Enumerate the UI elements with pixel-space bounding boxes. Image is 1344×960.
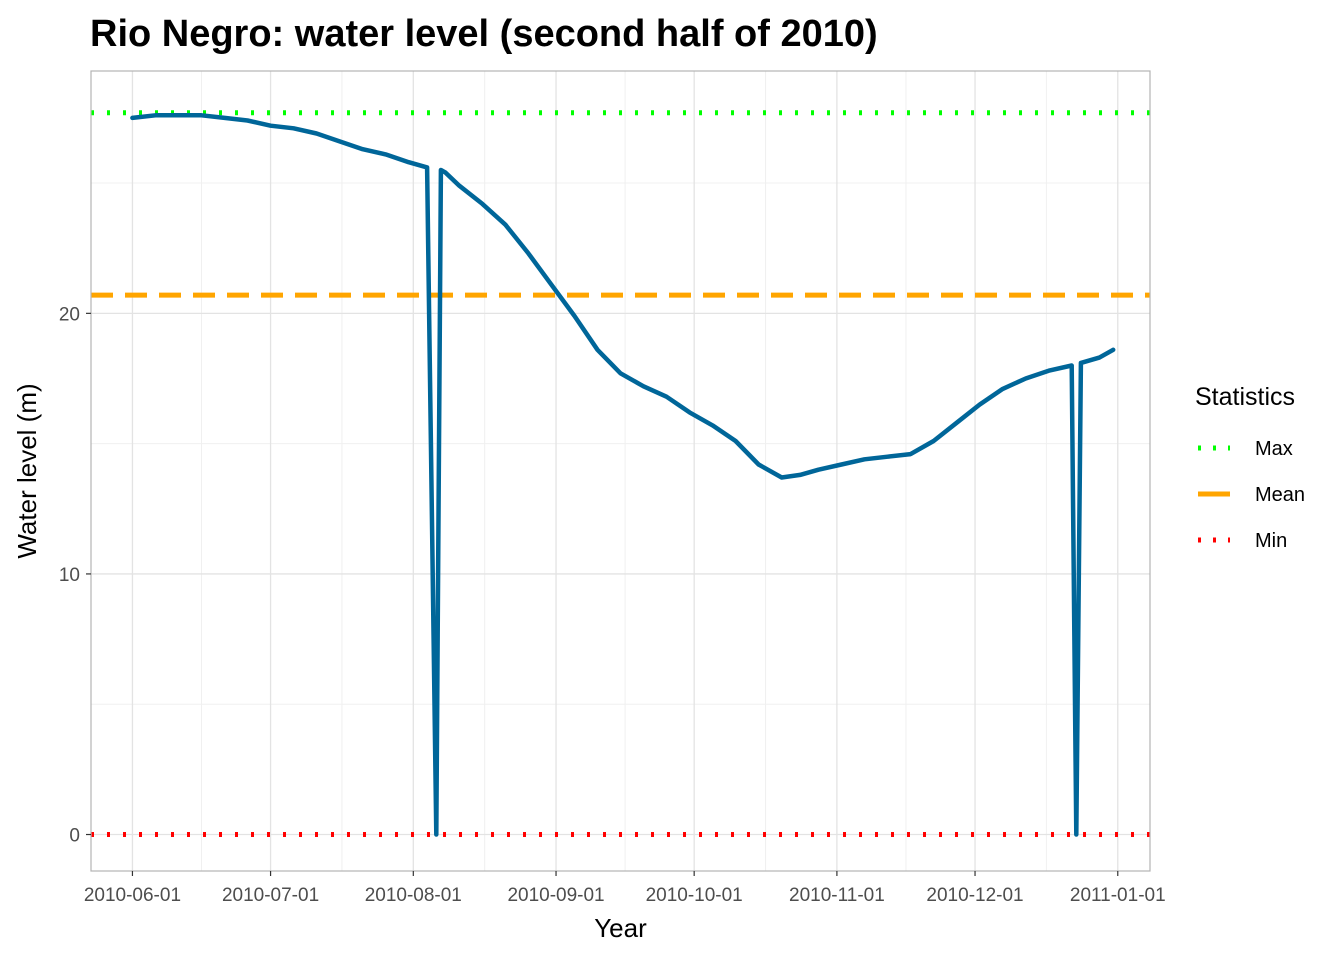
gridlines: [91, 71, 1150, 871]
legend-title: Statistics: [1195, 383, 1295, 411]
y-tick-label: 20: [59, 304, 80, 325]
legend: Statistics Max Mean Min: [1195, 383, 1305, 552]
x-axis-title: Year: [594, 913, 647, 943]
y-tick-label: 10: [59, 565, 80, 586]
y-axis-title: Water level (m): [12, 383, 42, 558]
x-tick-label: 2010-12-01: [926, 885, 1023, 906]
series-layer: [130, 113, 1116, 837]
y-tick-label: 0: [69, 826, 80, 847]
x-tick-label: 2010-10-01: [646, 885, 743, 906]
legend-label-max: Max: [1255, 438, 1293, 460]
chart-title: Rio Negro: water level (second half of 2…: [90, 13, 878, 55]
legend-label-min: Min: [1255, 530, 1287, 552]
x-tick-label: 2010-07-01: [222, 885, 319, 906]
legend-label-mean: Mean: [1255, 484, 1305, 506]
legend-items: Max Mean Min: [1198, 438, 1305, 552]
x-tick-label: 2010-09-01: [507, 885, 604, 906]
x-tick-label: 2010-08-01: [365, 885, 462, 906]
x-tick-label: 2010-06-01: [84, 885, 181, 906]
water-level-line: [130, 113, 1116, 837]
x-axis-ticks: 2010-06-01 2010-07-01 2010-08-01 2010-09-01…: [84, 871, 1166, 906]
y-axis-ticks: 0 10 20: [59, 304, 91, 847]
plot-panel-border: [90, 70, 1151, 872]
reference-lines: [91, 110, 1150, 838]
x-tick-label: 2010-11-01: [789, 885, 885, 906]
x-tick-label: 2011-01-01: [1070, 885, 1166, 906]
